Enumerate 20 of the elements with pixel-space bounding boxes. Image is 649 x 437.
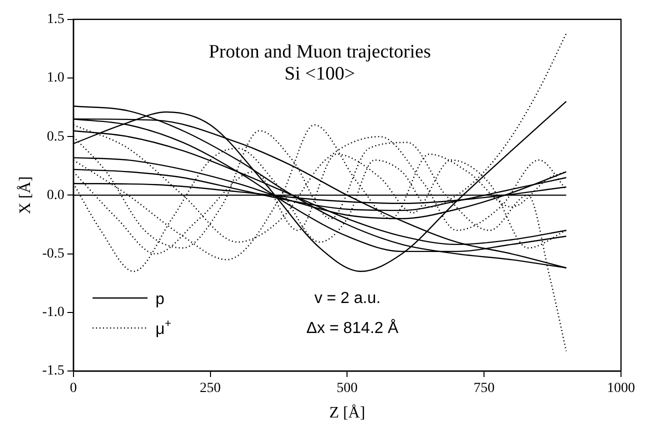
y-tick-label: -1.5 [42, 364, 64, 379]
y-tick-label: 1.0 [46, 70, 64, 86]
y-axis-title: X [Å] [16, 176, 34, 214]
y-tick-label: 0.5 [46, 129, 64, 144]
x-tick-label: 250 [200, 381, 221, 396]
x-axis-title: Z [Å] [329, 404, 366, 422]
annotation: Δx = 814.2 Å [306, 319, 399, 338]
x-tick-label: 0 [70, 381, 77, 396]
x-tick-label: 500 [336, 381, 358, 396]
y-tick-label: -0.5 [42, 246, 64, 262]
text: Si <100> [284, 63, 356, 84]
y-tick-label: 0.0 [46, 188, 64, 203]
y-tick-label: -1.0 [42, 305, 64, 320]
y-tick-label: 1.5 [46, 12, 64, 28]
legend-label: μ+ [156, 318, 172, 338]
text: Proton and Muon trajectories [208, 41, 431, 62]
legend-label: p [156, 291, 165, 308]
annotation: v = 2 a.u. [314, 290, 381, 308]
x-tick-label: 750 [474, 381, 495, 396]
x-tick-label: 1000 [607, 381, 635, 396]
